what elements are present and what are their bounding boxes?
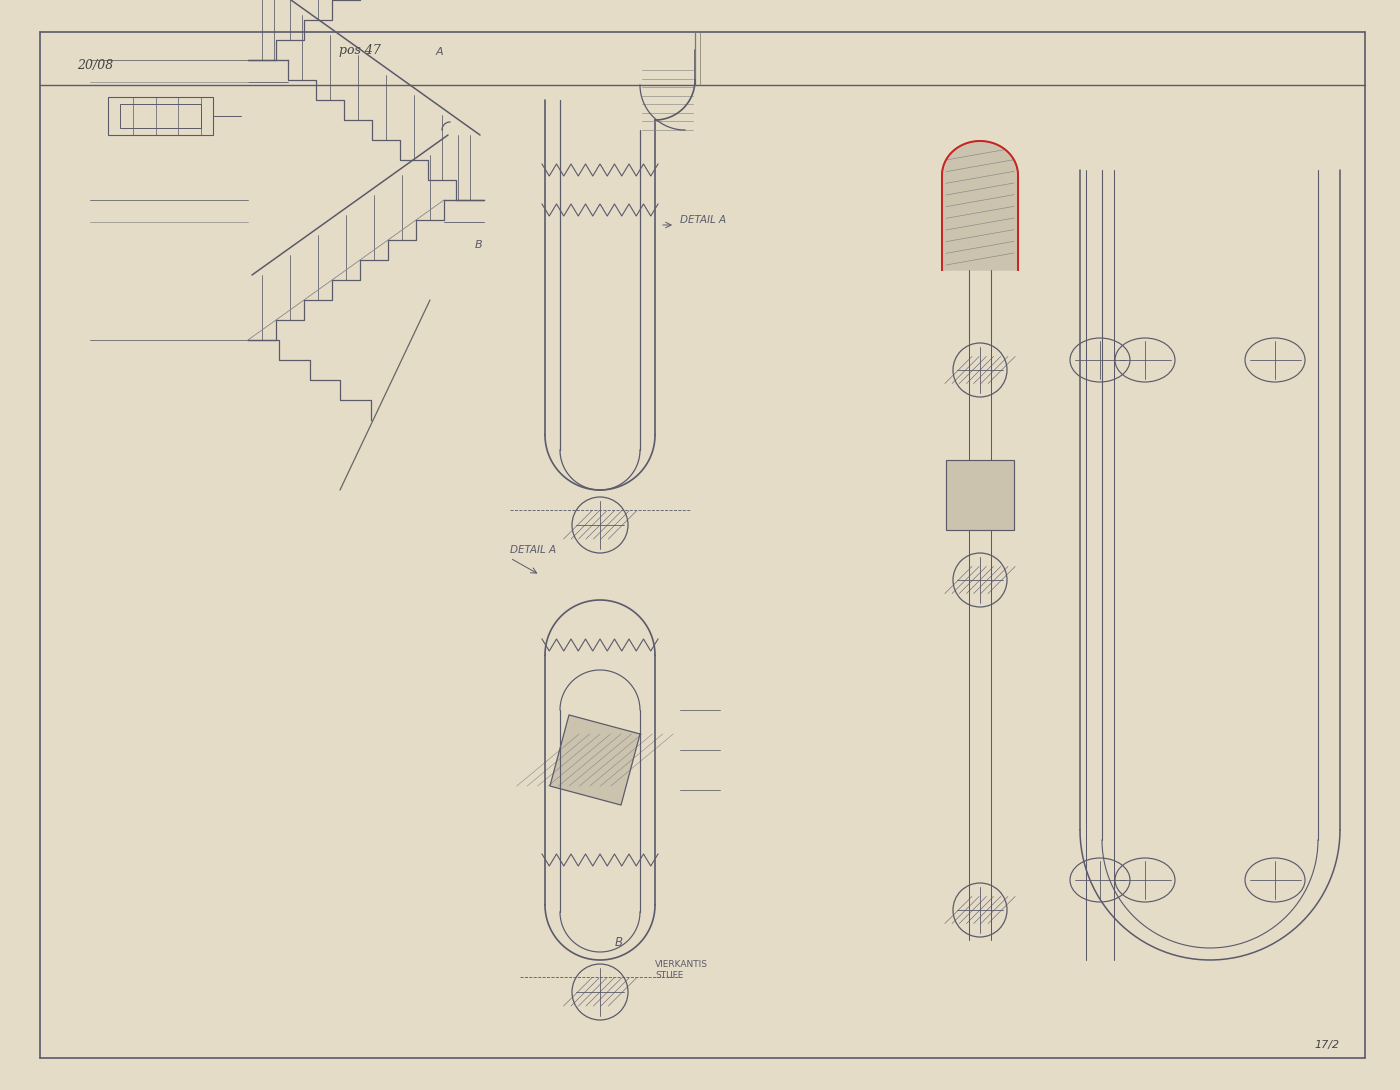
Bar	[120, 104, 202, 128]
Text: DETAIL A: DETAIL A	[510, 545, 556, 555]
Bar	[108, 97, 213, 135]
Text: B: B	[615, 935, 623, 948]
Text: A: A	[435, 47, 442, 57]
Text: B: B	[475, 240, 483, 250]
Text: pos 47: pos 47	[339, 44, 381, 57]
Polygon shape	[942, 141, 1018, 270]
Text: 20/08: 20/08	[77, 59, 113, 72]
Polygon shape	[550, 715, 640, 806]
Text: 17/2: 17/2	[1315, 1040, 1340, 1050]
Text: VIERKANTIS
STUFE: VIERKANTIS STUFE	[655, 960, 708, 980]
Text: DETAIL A: DETAIL A	[680, 215, 727, 225]
Bar	[946, 460, 1014, 530]
